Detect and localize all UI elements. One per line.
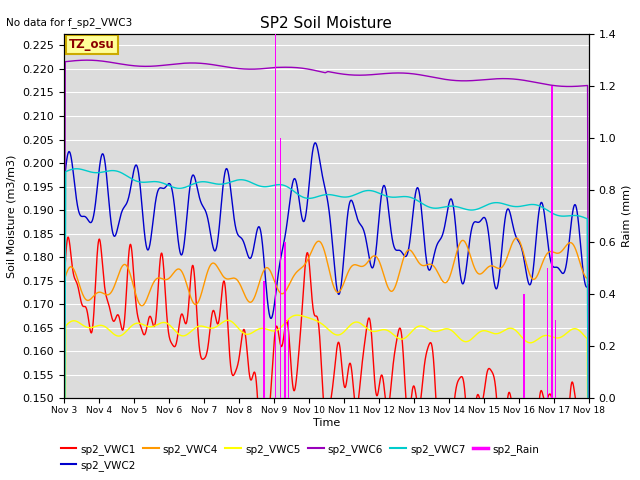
Bar [275, 34, 276, 398]
Y-axis label: Soil Moisture (m3/m3): Soil Moisture (m3/m3) [7, 154, 17, 278]
Legend: sp2_VWC1, sp2_VWC2, sp2_VWC4, sp2_VWC5, sp2_VWC6, sp2_VWC7, sp2_Rain: sp2_VWC1, sp2_VWC2, sp2_VWC4, sp2_VWC5, … [56, 439, 544, 475]
Bar [555, 320, 556, 398]
X-axis label: Time: Time [313, 418, 340, 428]
Bar [547, 268, 548, 398]
Text: TZ_osu: TZ_osu [69, 38, 115, 51]
Bar [264, 281, 265, 398]
Text: No data for f_sp2_VWC3: No data for f_sp2_VWC3 [6, 17, 132, 28]
Y-axis label: Raim (mm): Raim (mm) [622, 185, 632, 247]
Title: SP2 Soil Moisture: SP2 Soil Moisture [260, 16, 392, 31]
Bar [284, 242, 286, 398]
Bar [524, 294, 525, 398]
Bar [288, 320, 289, 398]
Bar [280, 138, 281, 398]
Bar [552, 86, 553, 398]
